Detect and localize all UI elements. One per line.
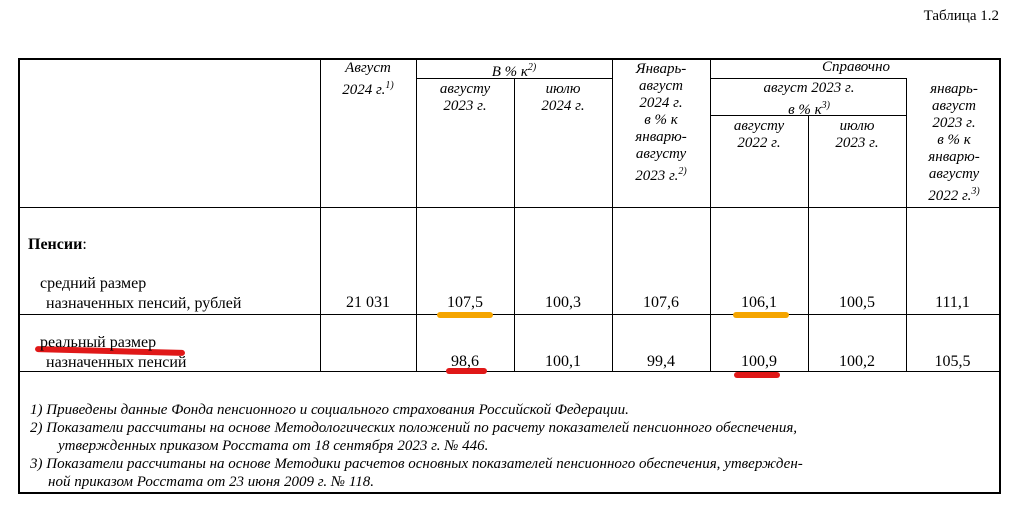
footnote-text: 1) Приведены данные Фонда пенсионного и … xyxy=(30,402,629,418)
header-text: Справочно xyxy=(821,59,891,75)
header-text: август 2023 г. xyxy=(763,80,855,96)
header-text: августу xyxy=(635,146,687,162)
header-text: январь- xyxy=(930,81,978,97)
header-text: августу xyxy=(928,166,980,182)
table-cell: 100,2 xyxy=(839,353,875,370)
header-text: августу xyxy=(733,118,785,134)
header-janaug2024: Январь- август 2024 г. в % к январю- авг… xyxy=(614,61,708,185)
header-text: 2022 г. xyxy=(737,135,781,151)
footnote-text: 2) Показатели рассчитаны на основе Метод… xyxy=(30,420,798,436)
header-aug2023: августу 2023 г. xyxy=(418,81,512,115)
orange-underline xyxy=(437,312,493,318)
table-cell: 100,5 xyxy=(839,294,875,311)
header-ref-aug2022: августу 2022 г. xyxy=(712,118,806,152)
header-text: 2023 г. xyxy=(635,168,679,184)
table-cell: 105,5 xyxy=(934,353,971,370)
row-label-line: назначенных пенсий xyxy=(46,354,187,371)
row-label-line: средний размер xyxy=(40,275,147,292)
header-text: август xyxy=(638,78,683,94)
header-group-pct: В % к2) xyxy=(418,59,610,81)
header-text: июлю xyxy=(545,81,581,97)
table-cell: 100,3 xyxy=(545,294,581,311)
row-label-line: назначенных пенсий, рублей xyxy=(46,295,242,312)
table-cell: 106,1 xyxy=(741,294,777,311)
section-title-colon: : xyxy=(82,236,87,253)
row-label-line: реальный размер xyxy=(40,334,157,351)
header-text: 2022 г. xyxy=(928,188,972,204)
table-cell: 99,4 xyxy=(647,353,675,370)
table-cell: 107,6 xyxy=(643,294,679,311)
header-text: 2024 г. xyxy=(541,98,585,114)
footnote: 1) Приведены данные Фонда пенсионного и … xyxy=(30,401,990,419)
table-caption: Таблица 1.2 xyxy=(923,8,999,24)
red-underline xyxy=(446,368,487,374)
header-text: 2024 г. xyxy=(342,82,386,98)
footnote-ref: 3) xyxy=(821,100,830,111)
table-cell: 111,1 xyxy=(935,294,970,311)
table-cell: 107,5 xyxy=(447,294,483,311)
footnote-ref: 1) xyxy=(385,80,394,91)
table-cell: 21 031 xyxy=(346,294,390,311)
header-text: 2023 г. xyxy=(443,98,487,114)
footnote-ref: 2) xyxy=(527,62,537,73)
footnote-text: 3) Показатели рассчитаны на основе Метод… xyxy=(30,456,803,472)
row-label: реальный размер назначенных пенсий xyxy=(40,333,186,373)
table-cell: 100,1 xyxy=(545,353,581,370)
table-cell: 100,9 xyxy=(741,353,777,370)
header-text: В % к xyxy=(491,64,528,80)
footnote: 3) Показатели рассчитаны на основе Метод… xyxy=(30,455,990,491)
header-ref-janaug2023: январь- август 2023 г. в % к январю- авг… xyxy=(908,81,1000,205)
table-cell: 98,6 xyxy=(451,353,479,370)
section-title-text: Пенсии xyxy=(28,236,83,253)
orange-underline xyxy=(733,312,789,318)
header-text: в % к xyxy=(644,112,678,128)
header-text: 2023 г. xyxy=(835,135,879,151)
header-text: 2024 г. xyxy=(639,95,683,111)
footnote: 2) Показатели рассчитаны на основе Метод… xyxy=(30,419,990,455)
header-group-ref: Справочно xyxy=(712,59,1000,76)
footnote-text: ной приказом Росстата от 23 июня 2009 г.… xyxy=(48,474,374,490)
red-underline xyxy=(734,372,780,378)
header-text: январю- xyxy=(635,129,687,145)
header-aug2024: Август 2024 г.1) xyxy=(322,60,414,99)
header-text: в % к xyxy=(788,102,822,118)
header-text: август xyxy=(931,98,976,114)
header-text: 2023 г. xyxy=(932,115,976,131)
header-text: июлю xyxy=(839,118,875,134)
header-jul2024: июлю 2024 г. xyxy=(516,81,610,115)
header-ref-aug2023: август 2023 г. в % к3) xyxy=(712,80,906,119)
footnotes: 1) Приведены данные Фонда пенсионного и … xyxy=(30,401,990,491)
header-text: августу xyxy=(439,81,491,97)
header-text: январю- xyxy=(928,149,980,165)
header-ref-jul2023: июлю 2023 г. xyxy=(810,118,904,152)
header-text: в % к xyxy=(937,132,971,148)
footnote-ref: 2) xyxy=(678,166,687,177)
header-text: Январь- xyxy=(635,61,687,77)
footnote-text: утвержденных приказом Росстата от 18 сен… xyxy=(58,438,489,454)
section-title: Пенсии: xyxy=(28,236,87,254)
header-text: Август xyxy=(345,60,391,76)
footnote-ref: 3) xyxy=(971,186,980,197)
row-label: средний размер назначенных пенсий, рубле… xyxy=(40,274,241,314)
